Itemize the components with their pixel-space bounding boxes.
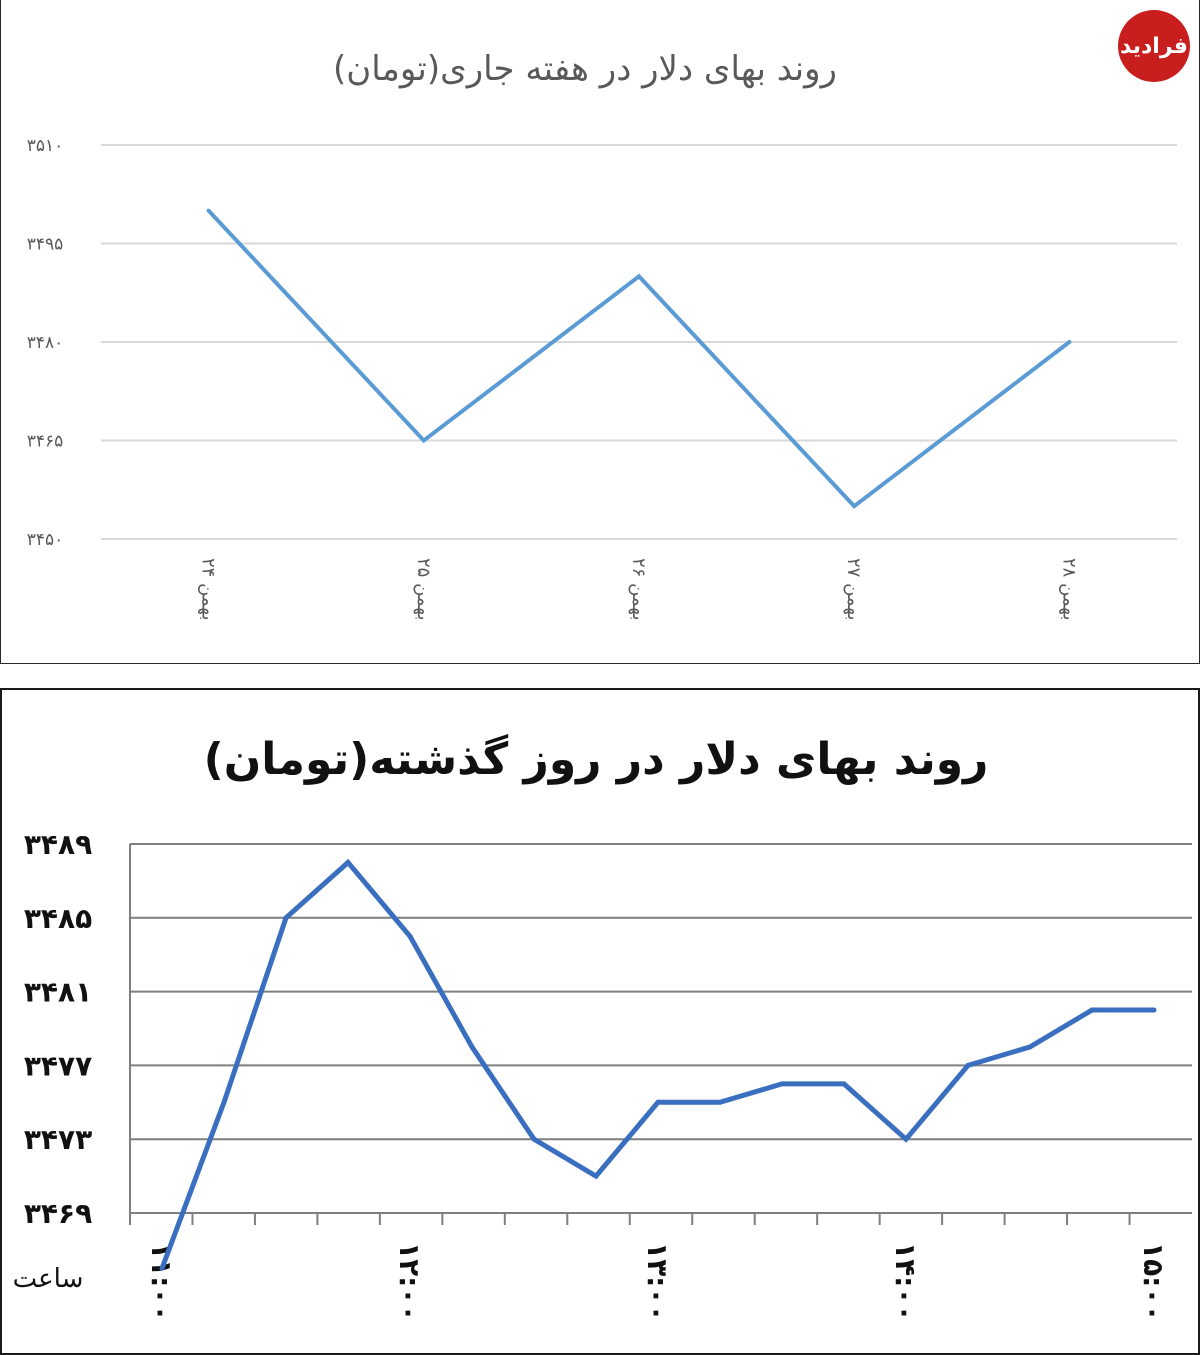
data-point	[637, 274, 641, 279]
data-point	[593, 1173, 599, 1179]
data-point	[965, 1062, 971, 1068]
daily-chart-panel: روند بهای دلار در روز گذشته(تومان) ۳۴۶۹ ۳۴…	[0, 688, 1200, 1355]
data-point	[221, 1099, 227, 1105]
data-point	[407, 933, 413, 939]
data-point	[206, 208, 211, 213]
data-point	[1151, 1007, 1157, 1013]
data-point	[903, 1136, 909, 1142]
y-tick-label: ۳۴۶۵	[27, 432, 64, 452]
daily-chart-svg: روند بهای دلار در روز گذشته(تومان) ۳۴۶۹ ۳۴…	[13, 733, 1192, 1322]
x-tick-label: ۱۲:۰۰	[393, 1242, 426, 1322]
y-tick-label: ۳۴۸۰	[27, 333, 64, 353]
y-tick-label: ۳۴۷۳	[24, 1123, 92, 1156]
y-tick-label: ۳۴۹۵	[27, 235, 64, 255]
data-point	[469, 1044, 475, 1050]
series-line	[207, 209, 1071, 509]
data-point	[1027, 1044, 1033, 1050]
x-tick-label: ۲۵ بهمن	[413, 558, 434, 620]
chart-title: روند بهای دلار در روز گذشته(تومان)	[204, 733, 989, 785]
data-point	[1089, 1007, 1095, 1013]
data-point	[717, 1099, 723, 1105]
x-tick-label: ۱۵:۰۰	[1137, 1242, 1170, 1322]
x-axis-title: ساعت	[13, 1264, 84, 1294]
chart-title: روند بهای دلار در هفته جاری(تومان)	[333, 49, 837, 89]
y-tick-label: ۳۴۵۰	[27, 530, 64, 550]
x-tick-label: ۲۶ بهمن	[628, 558, 649, 620]
y-tick-label: ۳۴۸۹	[24, 828, 92, 861]
data-point	[841, 1081, 847, 1087]
data-point	[655, 1099, 661, 1105]
data-point	[779, 1081, 785, 1087]
weekly-chart-panel: روند بهای دلار در هفته جاری(تومان) ۳۴۵۰ ۳۴…	[0, 0, 1200, 664]
x-tick-label: ۱۱:۰۰	[145, 1242, 178, 1322]
weekly-chart-svg: روند بهای دلار در هفته جاری(تومان) ۳۴۵۰ ۳۴…	[27, 49, 1177, 620]
x-tick-label: ۲۸ بهمن	[1058, 558, 1079, 620]
data-point	[159, 1265, 165, 1271]
data-point	[1067, 340, 1072, 344]
faradid-logo: فرادید	[1118, 10, 1190, 82]
data-point	[531, 1136, 537, 1142]
x-tick-label: ۱۳:۰۰	[641, 1242, 674, 1322]
x-tick-label: ۲۴ بهمن	[198, 558, 219, 620]
data-point	[283, 915, 289, 921]
data-point	[852, 504, 857, 509]
y-tick-label: ۳۴۸۵	[24, 902, 92, 935]
logo-text: فرادید	[1120, 33, 1188, 59]
data-point	[421, 438, 426, 443]
data-point	[345, 859, 351, 865]
y-tick-label: ۳۴۷۷	[24, 1049, 92, 1082]
y-tick-label: ۳۴۶۹	[24, 1197, 92, 1230]
x-tick-label: ۱۴:۰۰	[889, 1242, 922, 1322]
y-tick-label: ۳۴۸۱	[24, 976, 92, 1009]
y-tick-label: ۳۵۱۰	[27, 136, 64, 156]
x-tick-label: ۲۷ بهمن	[843, 558, 864, 620]
